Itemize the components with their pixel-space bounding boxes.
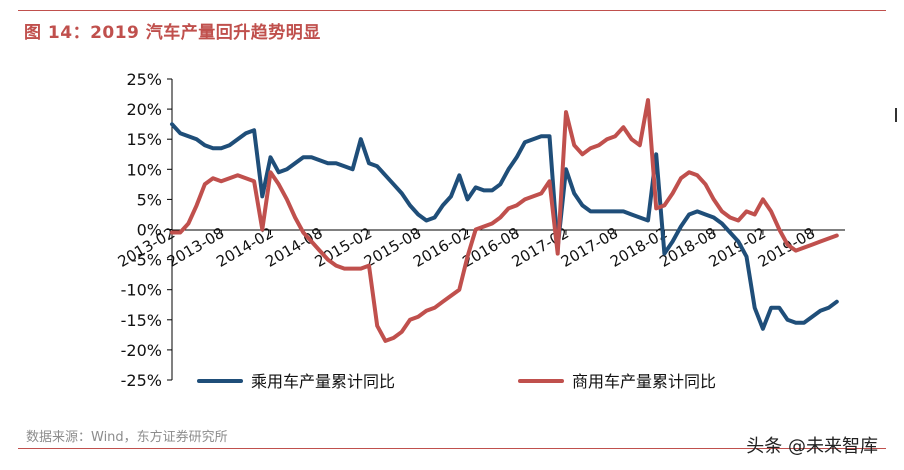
y-tick-label: -20% (121, 341, 162, 360)
legend: 乘用车产量累计同比 商用车产量累计同比 (197, 372, 716, 391)
y-tick-label: -25% (121, 371, 162, 390)
y-tick-label: 5% (137, 190, 162, 209)
y-tick-label: 25% (126, 70, 162, 89)
y-tick-label: 15% (126, 130, 162, 149)
bottom-rule (18, 448, 886, 449)
y-tick-label: 10% (126, 160, 162, 179)
y-tick-label: -15% (121, 311, 162, 330)
y-axis: 25% 20% 15% 10% 5% 0% -5% -10% -15% -20% -25% (121, 70, 173, 390)
legend-label-2: 商用车产量累计同比 (572, 372, 716, 391)
series-line-2 (170, 98, 839, 343)
x-axis: 2013-022013-082014-022014-082015-022015-… (115, 224, 845, 271)
source-note: 数据来源：Wind，东方证券研究所 (26, 430, 228, 445)
series-line-1 (170, 122, 839, 331)
edge-mark (895, 108, 897, 122)
y-tick-label: 20% (126, 100, 162, 119)
y-tick-label: 0% (137, 221, 162, 240)
y-tick-label: -10% (121, 281, 162, 300)
series-layer (170, 98, 839, 343)
top-rule (18, 10, 886, 11)
legend-label-1: 乘用车产量累计同比 (251, 372, 395, 391)
watermark: 头条 @未来智库 (746, 436, 878, 457)
figure-title: 图 14：2019 汽车产量回升趋势明显 (24, 23, 321, 43)
y-tick-label: -5% (131, 251, 162, 270)
